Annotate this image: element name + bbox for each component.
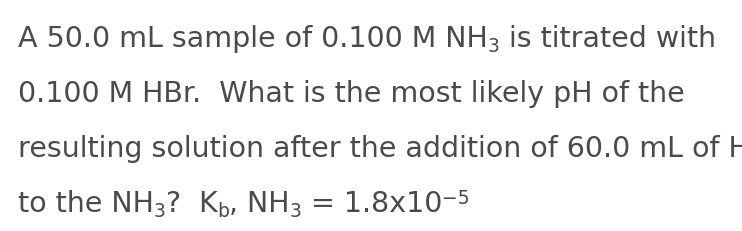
- Text: 3: 3: [154, 201, 165, 220]
- Text: A 50.0 mL sample of 0.100 M NH: A 50.0 mL sample of 0.100 M NH: [18, 25, 487, 53]
- Text: resulting solution after the addition of 60.0 mL of HBr: resulting solution after the addition of…: [18, 134, 742, 162]
- Text: b: b: [217, 201, 229, 220]
- Text: 3: 3: [487, 37, 499, 56]
- Text: −5: −5: [442, 188, 470, 207]
- Text: to the NH: to the NH: [18, 189, 154, 217]
- Text: 0.100 M HBr.  What is the most likely pH of the: 0.100 M HBr. What is the most likely pH …: [18, 80, 685, 108]
- Text: 3: 3: [290, 201, 302, 220]
- Text: is titrated with: is titrated with: [499, 25, 715, 53]
- Text: , NH: , NH: [229, 189, 290, 217]
- Text: = 1.8x10: = 1.8x10: [302, 189, 442, 217]
- Text: ?  K: ? K: [165, 189, 217, 217]
